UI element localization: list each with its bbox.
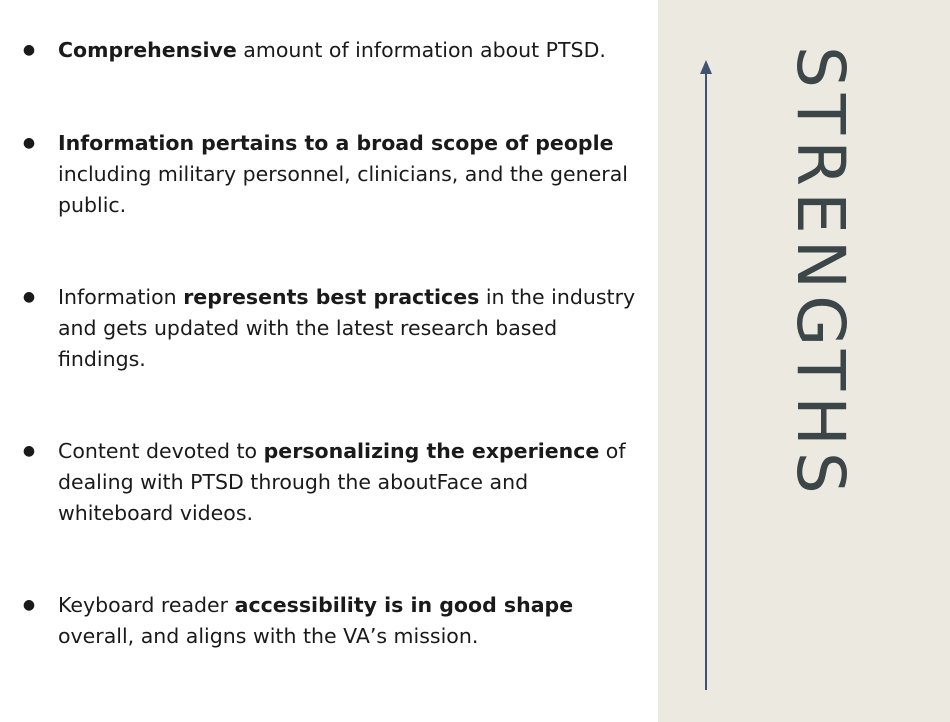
bullet-text: Content devoted to personalizing the exp…	[58, 436, 638, 529]
bold-text: personalizing the experience	[263, 439, 600, 463]
text: of dealing with PTSD through the aboutFa…	[58, 439, 626, 525]
bullet-text: Information represents best practices in…	[58, 282, 638, 375]
bullet-dot: ●	[22, 289, 36, 305]
arrow-head	[700, 60, 712, 74]
bullet-dot: ●	[22, 135, 36, 151]
bold-text: Information pertains to a broad scope of…	[58, 131, 614, 155]
bullet-text: Comprehensive amount of information abou…	[58, 35, 638, 66]
text: overall, and aligns with the VA’s missio…	[58, 624, 479, 648]
bold-text: represents best practices	[183, 285, 480, 309]
bold-text: accessibility is in good shape	[234, 593, 574, 617]
text: amount of information about PTSD.	[236, 38, 606, 62]
text: Content devoted to	[58, 439, 264, 463]
strengths-list: ● Comprehensive amount of information ab…	[22, 35, 638, 652]
bullet-text: Information pertains to a broad scope of…	[58, 128, 638, 221]
arrow-up-icon	[700, 60, 712, 690]
bullet-dot: ●	[22, 443, 36, 459]
side-panel: STRENGTHS	[658, 0, 950, 722]
bullet-text: Keyboard reader accessibility is in good…	[58, 590, 638, 652]
bold-text: Comprehensive	[58, 38, 237, 62]
bullet-dot: ●	[22, 597, 36, 613]
text: in the industry and gets updated with th…	[58, 285, 636, 371]
text: including military personnel, clinicians…	[58, 162, 628, 217]
text: Keyboard reader	[58, 593, 235, 617]
text: Information	[58, 285, 184, 309]
section-title: STRENGTHS	[782, 46, 859, 500]
bullet-dot: ●	[22, 42, 36, 58]
